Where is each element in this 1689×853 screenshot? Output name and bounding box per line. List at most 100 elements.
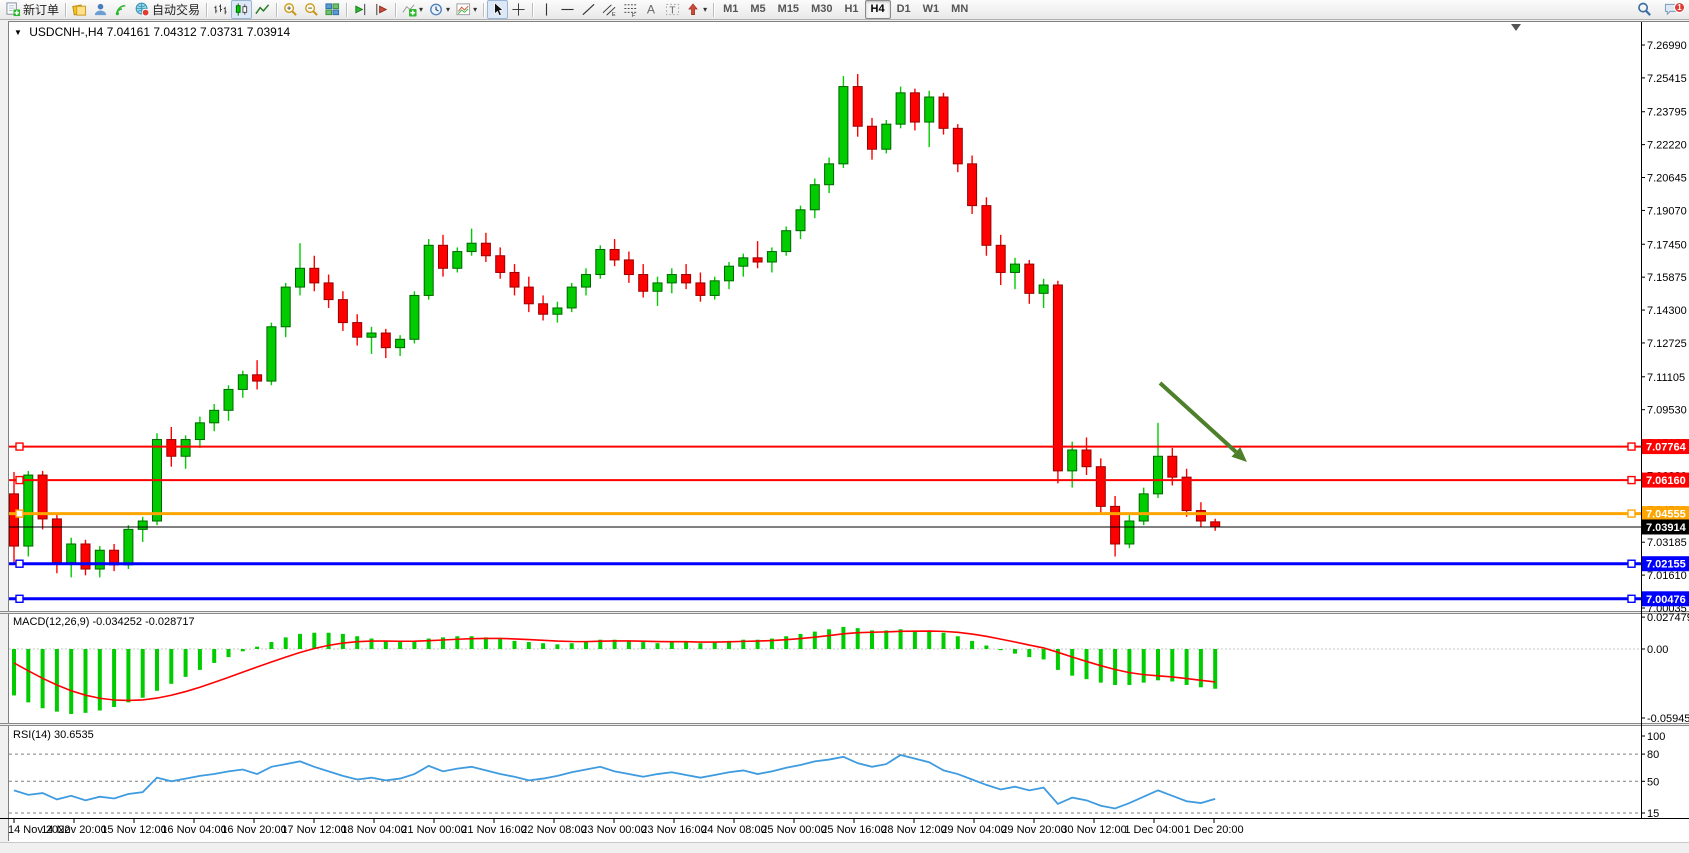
templates-icon bbox=[456, 2, 471, 17]
time-tick-label: 23 Nov 16:00 bbox=[641, 824, 706, 836]
signals-icon bbox=[114, 2, 129, 17]
candle-chart-button[interactable] bbox=[231, 0, 253, 19]
candles-layer bbox=[9, 74, 1221, 578]
candle bbox=[209, 409, 220, 424]
tile-windows-button[interactable] bbox=[322, 0, 343, 19]
autotrading-icon bbox=[135, 2, 150, 17]
chart-title-symbol: USDCNH-,H4 bbox=[29, 25, 104, 39]
periods-caret-icon[interactable]: ▾ bbox=[446, 4, 451, 14]
timeframe-w1-button[interactable]: W1 bbox=[922, 3, 940, 15]
chart-window bbox=[8, 22, 1689, 842]
candle bbox=[323, 282, 334, 301]
signals-button[interactable] bbox=[111, 0, 132, 19]
candle bbox=[1081, 449, 1092, 468]
periods-button[interactable]: ▾ bbox=[426, 0, 453, 19]
price-badge bbox=[1642, 506, 1689, 522]
candle bbox=[852, 86, 863, 127]
candle bbox=[438, 244, 448, 269]
chart-shift-button[interactable] bbox=[371, 0, 392, 19]
timeframe-m15-button[interactable]: M15 bbox=[777, 3, 800, 15]
line-handle bbox=[15, 442, 24, 451]
time-tick-label: 23 Nov 00:00 bbox=[581, 824, 646, 836]
line-chart-button[interactable] bbox=[252, 0, 273, 19]
price-tick-label: 7.25415 bbox=[1647, 73, 1687, 85]
candle bbox=[380, 332, 391, 349]
fibonacci-icon: F bbox=[623, 2, 638, 17]
rsi-pane: 100 80 50 15 bbox=[9, 731, 1665, 820]
trend-arrow[interactable] bbox=[1158, 381, 1238, 454]
arrows-button[interactable]: ▾ bbox=[683, 0, 710, 19]
arrows-caret-icon[interactable]: ▾ bbox=[703, 4, 708, 14]
new-order-icon bbox=[6, 2, 21, 17]
cursor-icon bbox=[490, 2, 505, 17]
price-tick-label: 7.15875 bbox=[1647, 272, 1687, 284]
candle bbox=[666, 274, 677, 284]
templates-button[interactable]: ▾ bbox=[453, 0, 480, 19]
search-button[interactable] bbox=[1634, 0, 1655, 19]
hline-icon bbox=[560, 2, 575, 17]
candle bbox=[724, 265, 734, 282]
horizontal-line-button[interactable] bbox=[557, 0, 578, 19]
annotations-layer bbox=[1158, 381, 1247, 462]
auto-scroll-button[interactable] bbox=[350, 0, 371, 19]
crosshair-icon bbox=[511, 2, 526, 17]
timeframe-h1-button[interactable]: H1 bbox=[844, 3, 859, 15]
timeframe-m5-button[interactable]: M5 bbox=[750, 3, 766, 15]
candle bbox=[538, 303, 549, 315]
timeframe-mn-button[interactable]: MN bbox=[951, 3, 969, 15]
line-handle bbox=[15, 509, 24, 518]
text-button[interactable]: A bbox=[641, 0, 662, 19]
line-handle bbox=[1627, 559, 1636, 568]
zoom-out-button[interactable] bbox=[301, 0, 322, 19]
rsi-tick-label: 50 bbox=[1647, 776, 1659, 788]
trendline-button[interactable] bbox=[578, 0, 599, 19]
time-tick-label: 24 Nov 08:00 bbox=[701, 824, 766, 836]
vertical-line-button[interactable] bbox=[536, 0, 557, 19]
candle bbox=[1195, 510, 1206, 522]
time-tick-label: 1 Dec 20:00 bbox=[1184, 824, 1243, 836]
bar-chart-button[interactable] bbox=[210, 0, 231, 19]
cursor-button[interactable] bbox=[487, 0, 509, 19]
candle bbox=[1138, 493, 1149, 522]
timeframe-d1-button[interactable]: D1 bbox=[896, 3, 911, 15]
candle bbox=[1181, 476, 1192, 512]
candle bbox=[94, 549, 105, 570]
candle bbox=[752, 257, 763, 263]
line-handle bbox=[1627, 442, 1636, 451]
candle bbox=[409, 294, 420, 340]
crosshair-button[interactable] bbox=[508, 0, 529, 19]
candle bbox=[909, 92, 920, 123]
indicators-caret-icon[interactable]: ▾ bbox=[419, 4, 424, 14]
equidistant-channel-button[interactable]: E bbox=[599, 0, 620, 19]
chart-menu-icon[interactable]: ▼ bbox=[14, 28, 22, 37]
vline-icon bbox=[539, 2, 554, 17]
text-label-button[interactable]: T bbox=[662, 0, 683, 19]
price-badge-label: 7.04555 bbox=[1646, 509, 1686, 521]
price-tick-label: 7.17450 bbox=[1647, 239, 1687, 251]
timeframe-m1-button[interactable]: M1 bbox=[723, 3, 739, 15]
time-tick-label: 25 Nov 16:00 bbox=[821, 824, 886, 836]
zoom-in-icon bbox=[283, 2, 298, 17]
pane-splitter[interactable] bbox=[0, 611, 1689, 614]
rsi-indicator-label: RSI(14) 30.6535 bbox=[13, 729, 94, 741]
fibonacci-button[interactable]: F bbox=[620, 0, 641, 19]
templates-caret-icon[interactable]: ▾ bbox=[473, 4, 478, 14]
chat-button[interactable]: 1 bbox=[1661, 0, 1685, 19]
autotrading-button[interactable]: 自动交易 bbox=[132, 0, 203, 19]
candle bbox=[738, 257, 749, 267]
timeframe-h4-button[interactable]: H4 bbox=[864, 0, 891, 19]
candle bbox=[295, 267, 305, 288]
notes-button[interactable] bbox=[69, 0, 90, 19]
candle bbox=[337, 299, 348, 324]
indicators-button[interactable]: ▾ bbox=[399, 0, 426, 19]
pane-splitter[interactable] bbox=[0, 723, 1689, 726]
candle bbox=[838, 86, 849, 165]
zoom-in-button[interactable] bbox=[280, 0, 301, 19]
price-tick-label: 7.11105 bbox=[1647, 372, 1685, 384]
search-icon bbox=[1637, 2, 1652, 17]
community-button[interactable] bbox=[90, 0, 111, 19]
timeframe-m30-button[interactable]: M30 bbox=[811, 3, 833, 15]
svg-text:F: F bbox=[632, 13, 636, 17]
new-order-button[interactable]: 新订单 bbox=[3, 0, 62, 19]
